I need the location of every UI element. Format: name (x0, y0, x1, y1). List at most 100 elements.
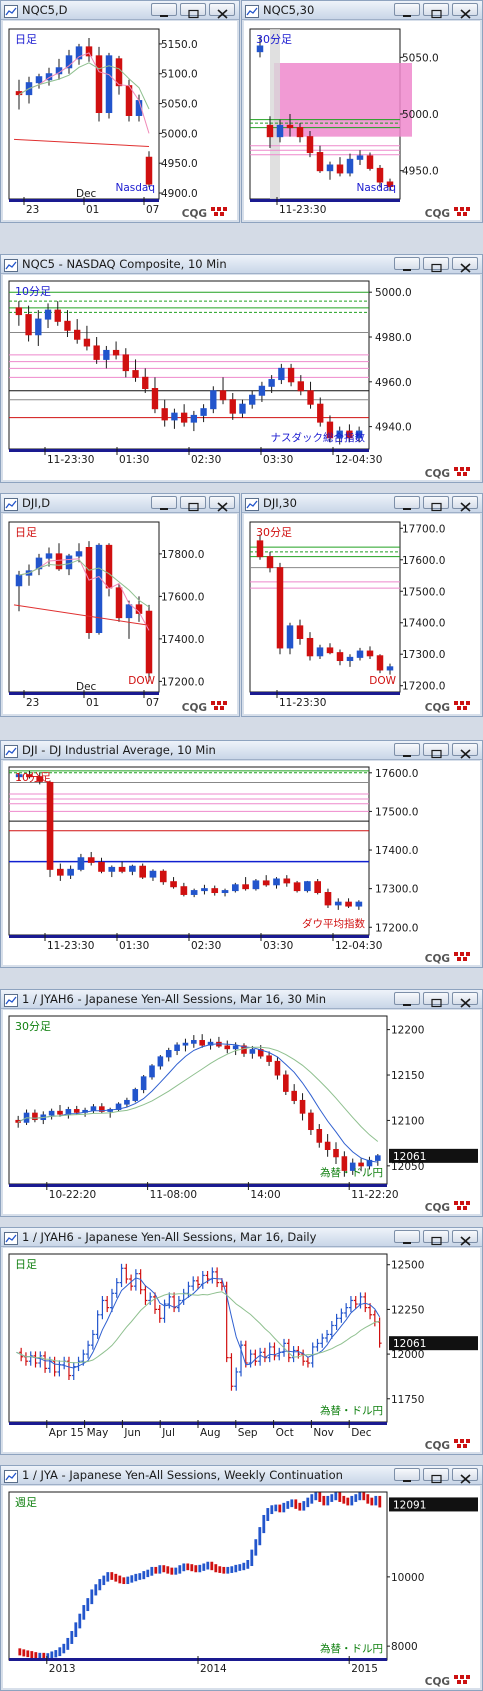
cqg-logo-text: CQG (425, 208, 450, 220)
weekly-bar (122, 1577, 126, 1585)
y-tick-label: 17200.0 (402, 681, 445, 693)
minimize-button[interactable] (394, 1468, 420, 1482)
restore-button[interactable] (180, 496, 206, 512)
cqg-logo-square (463, 212, 467, 216)
restore-button[interactable] (423, 743, 449, 759)
x-tick-label: 11-22:20 (351, 1189, 398, 1201)
candle-body (376, 655, 384, 671)
time-axis-strip (250, 692, 400, 695)
minimize-button[interactable] (151, 3, 177, 17)
minimize-button[interactable] (394, 496, 420, 510)
window-title: NQC5,30 (263, 3, 315, 17)
candle-body (35, 318, 42, 336)
close-button[interactable] (209, 496, 235, 512)
minimize-button[interactable] (151, 496, 177, 510)
nqc5-daily-window[interactable]: NQC5,D 日足 Nasdaq 5150.0 5100.0 5050.0 5000.0 49… (0, 0, 240, 223)
chart-area[interactable]: 30分足 Nasdaq 5050.0 5000.0 4950.0 11-23:30 CQG (244, 21, 480, 220)
title-bar[interactable]: DJI,30 (242, 494, 482, 513)
dji-10min-window[interactable]: DJI - DJ Industrial Average, 10 Min 10分足ダ… (0, 740, 483, 968)
restore-button[interactable] (180, 3, 206, 19)
candle-body (207, 1041, 214, 1046)
restore-button[interactable] (423, 1230, 449, 1246)
dji-daily-window[interactable]: DJI,D 日足 DOW 17800.0 17600.0 17400.0 17200.0 23… (0, 493, 240, 717)
y-tick-label: 5150.0 (161, 39, 198, 51)
title-bar[interactable]: DJI,D (1, 494, 239, 513)
x-tick-label: 03:30 (263, 454, 293, 466)
dji-30min-window[interactable]: DJI,30 30分足 DOW 17700.0 17600.0 17500.0 17400.… (241, 493, 483, 717)
chart-area[interactable]: 日足 Nasdaq 5150.0 5100.0 5050.0 5000.0 4950.0 49… (3, 21, 237, 220)
candle-body (306, 637, 314, 657)
candle-body (140, 1076, 147, 1091)
minimize-button[interactable] (394, 1230, 420, 1244)
chart-area[interactable]: 30分足 DOW 17700.0 17600.0 17500.0 17400.0 17300… (244, 514, 480, 714)
candle-body (355, 430, 363, 439)
series-group (256, 534, 394, 675)
title-bar[interactable]: 1 / JYAH6 - Japanese Yen-All Sessions, M… (1, 1228, 482, 1247)
title-bar[interactable]: NQC5,D (1, 1, 239, 20)
nasdaq-10min-window[interactable]: NQC5 - NASDAQ Composite, 10 Min 10分足 ナスダック… (0, 254, 483, 483)
candle-body (191, 1040, 197, 1044)
candle-body (190, 414, 198, 423)
y-tick-label: 17400.0 (402, 618, 445, 630)
candle-body (273, 878, 280, 886)
cqg-logo-square (460, 1439, 464, 1443)
window-title: DJI,30 (263, 496, 297, 510)
close-button[interactable] (452, 1468, 478, 1484)
jpy-weekly-window[interactable]: 1 / JYA - Japanese Yen-All Sessions, Wee… (0, 1465, 483, 1691)
close-button[interactable] (452, 496, 478, 512)
title-bar[interactable]: NQC5,30 (242, 1, 482, 20)
weekly-bar (202, 1563, 206, 1571)
chart-area[interactable]: 日足 DOW 17800.0 17600.0 17400.0 17200.0 23 01 07 D… (3, 514, 237, 714)
close-button[interactable] (209, 3, 235, 19)
candle-body (316, 1129, 323, 1143)
x-tick-label: 12-04:30 (335, 454, 382, 466)
close-icon (460, 749, 471, 759)
close-button[interactable] (452, 3, 478, 19)
restore-button[interactable] (423, 257, 449, 273)
month-label: Dec (76, 188, 97, 200)
minimize-button[interactable] (394, 743, 420, 757)
timeframe-tag: 30分足 (15, 1020, 51, 1033)
weekly-bar (230, 1566, 234, 1573)
y-tick-label: 4940.0 (375, 422, 412, 434)
restore-button[interactable] (423, 992, 449, 1008)
chart-area[interactable]: 10分足 ダウ平均指数 17600.0 17500.0 17400.0 17300.0 17… (3, 761, 480, 965)
chart-area[interactable]: 週足 為替・ドル円 10000 8000 12091 2013 2014 2015 CQG (3, 1486, 480, 1688)
candle-body (25, 314, 32, 336)
chart-area[interactable]: 30分足 為替・ドル円 12200 12150 12100 12050 12061 10-22… (3, 1010, 480, 1214)
chart-area[interactable]: 10分足 ナスダック総合指数 5000.0 4980.0 4960.0 4940.0 11-… (3, 275, 480, 480)
restore-button[interactable] (423, 3, 449, 19)
cqg-logo-square (454, 207, 458, 211)
cqg-logo-square (460, 701, 464, 705)
candle-body (95, 55, 103, 114)
close-button[interactable] (452, 257, 478, 273)
chart-area[interactable]: 日足 為替・ドル円 12500 12250 12000 11750 12061 Apr 15 M… (3, 1248, 480, 1452)
minimize-button[interactable] (394, 3, 420, 17)
jpy-30min-window[interactable]: 1 / JYAH6 - Japanese Yen-All Sessions, M… (0, 989, 483, 1217)
candle-body (132, 370, 139, 378)
restore-button[interactable] (423, 496, 449, 512)
minimize-button[interactable] (394, 992, 420, 1006)
title-bar[interactable]: DJI - DJ Industrial Average, 10 Min (1, 741, 482, 760)
minimize-button[interactable] (394, 257, 420, 271)
candle-body (115, 587, 123, 619)
title-bar[interactable]: 1 / JYAH6 - Japanese Yen-All Sessions, M… (1, 990, 482, 1009)
candle-body (15, 774, 23, 778)
cqg-logo-square (454, 952, 458, 956)
title-bar[interactable]: 1 / JYA - Japanese Yen-All Sessions, Wee… (1, 1466, 482, 1485)
candle-body (45, 553, 53, 559)
jpy-daily-window[interactable]: 1 / JYAH6 - Japanese Yen-All Sessions, M… (0, 1227, 483, 1455)
nqc5-30min-window[interactable]: NQC5,30 30分足 Nasdaq 5050.0 5000.0 4950.0 11-23… (241, 0, 483, 223)
candle-body (83, 338, 91, 347)
candle-body (112, 349, 120, 356)
close-button[interactable] (452, 992, 478, 1008)
close-button[interactable] (452, 1230, 478, 1246)
cqg-logo-square (460, 467, 464, 471)
y-tick-label: 17200.0 (375, 922, 418, 934)
weekly-bar (342, 1495, 346, 1504)
close-button[interactable] (452, 743, 478, 759)
x-tick-label: 01:30 (119, 940, 149, 952)
window-title: 1 / JYAH6 - Japanese Yen-All Sessions, M… (22, 992, 327, 1006)
restore-button[interactable] (423, 1468, 449, 1484)
title-bar[interactable]: NQC5 - NASDAQ Composite, 10 Min (1, 255, 482, 274)
